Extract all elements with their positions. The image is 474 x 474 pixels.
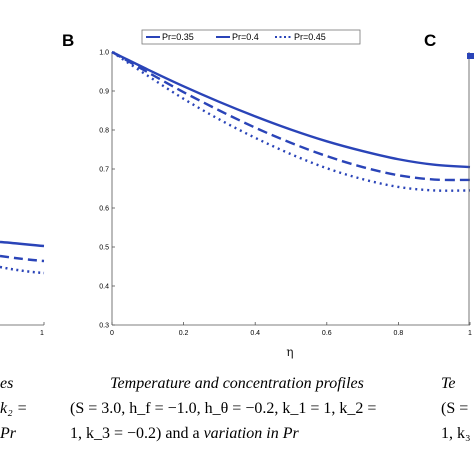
- panel-a-caption-line3: Pr: [0, 425, 16, 442]
- x-axis-label: η: [286, 345, 293, 359]
- panel-b-lines: [111, 50, 471, 192]
- panel-a-caption-fragment: es k₂ = Pr: [0, 371, 27, 446]
- panel-c-letter: C: [424, 31, 436, 50]
- series-line-dotted: [111, 51, 471, 192]
- panel-c-caption-line1: Te: [441, 375, 456, 392]
- x-tick-label: 0.8: [394, 330, 404, 337]
- panel-b-caption: Temperature and concentration profiles (…: [70, 371, 410, 446]
- series-line-dashed: [111, 50, 471, 182]
- panel-a-partial: 1: [0, 240, 45, 337]
- y-tick-label: 0.3: [99, 323, 109, 330]
- y-tick-label: 0.5: [99, 245, 109, 252]
- x-tick-label: 0: [110, 330, 114, 337]
- panel-b: B 0.3 0.4 0.5 0.6 0.7 0.8 0.9 1.0 0 0.2 0.4 0.6 0.8 1…: [62, 29, 472, 359]
- legend-label-pr-045: Pr=0.45: [294, 32, 326, 42]
- x-tick-label: 0.2: [179, 330, 189, 337]
- panel-a-caption-line1: es: [0, 375, 14, 392]
- y-tick-label: 1.0: [99, 50, 109, 57]
- panel-a-series-dotted: [0, 265, 45, 275]
- panel-c-caption-line2: (S =: [441, 400, 469, 417]
- legend-label-pr-04: Pr=0.4: [232, 32, 259, 42]
- x-tick-label: 0.6: [322, 330, 332, 337]
- panel-b-letter: B: [62, 31, 74, 50]
- panel-a-caption-line2: k₂ =: [0, 400, 28, 417]
- panel-c-series-start: [467, 53, 474, 59]
- x-tick-label: 0.4: [250, 330, 260, 337]
- panel-c-caption-line3: 1, k₃: [441, 425, 471, 442]
- panel-a-series-dashed: [0, 254, 45, 263]
- panel-a-series-solid: [0, 240, 45, 248]
- y-tick-label: 0.4: [99, 284, 109, 291]
- panel-b-ticks: 0.3 0.4 0.5 0.6 0.7 0.8 0.9 1.0 0 0.2 0.4 0.6 0.8 1: [99, 50, 472, 338]
- panel-c-caption-fragment: Te (S = 1, k₃: [441, 371, 471, 446]
- legend-box: [141, 29, 361, 45]
- caption-line-1: Temperature and concentration profiles: [110, 375, 364, 392]
- y-tick-label: 0.8: [99, 128, 109, 135]
- caption-line-3b: variation in Pr: [203, 425, 299, 442]
- x-tick-label: 1: [468, 330, 472, 337]
- series-line-solid: [111, 50, 471, 169]
- caption-line-3a: 1, k_3 = −0.2) and a: [70, 425, 204, 442]
- legend: Pr=0.35 Pr=0.4 Pr=0.45: [141, 29, 361, 45]
- panel-a-tick-label: 1: [40, 330, 44, 337]
- y-tick-label: 0.9: [99, 89, 109, 96]
- caption-line-2: (S = 3.0, h_f = −1.0, h_θ = −0.2, k_1 = …: [70, 400, 377, 417]
- y-tick-label: 0.6: [99, 206, 109, 213]
- y-tick-label: 0.7: [99, 167, 109, 174]
- caption-line-3: 1, k_3 = −0.2) and a variation in Pr: [70, 421, 410, 446]
- panel-c-partial: C: [424, 31, 474, 325]
- legend-label-pr-035: Pr=0.35: [162, 32, 194, 42]
